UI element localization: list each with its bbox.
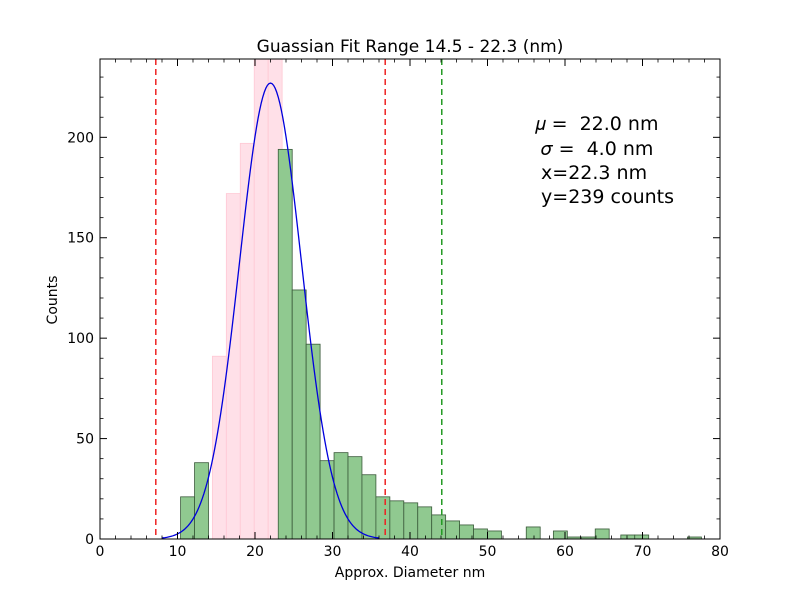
- x-tick-label: 30: [324, 544, 342, 560]
- x-tick-label: 40: [401, 544, 419, 560]
- chart-title: Guassian Fit Range 14.5 - 22.3 (nm): [257, 37, 564, 57]
- annotation-x: x=22.3 nm: [535, 162, 647, 184]
- x-tick-label: 60: [556, 544, 574, 560]
- histogram-bar: [620, 534, 636, 540]
- fit-annotation: 𝜇 = 22.0 nm 𝜎 = 4.0 nm x=22.3 nm y=239 c…: [535, 113, 674, 208]
- x-tick-label: 0: [96, 544, 105, 560]
- x-tick-label: 10: [169, 544, 187, 560]
- annotation-mu: 𝜇 = 22.0 nm: [535, 113, 658, 135]
- histogram-bar: [305, 343, 321, 540]
- histogram-bar: [459, 524, 474, 540]
- histogram-bar: [525, 526, 541, 540]
- histogram-bar: [347, 456, 363, 540]
- fit-bin-bar: [239, 142, 255, 540]
- histogram-bar: [277, 148, 293, 540]
- gaussian-fit-curve: [161, 82, 380, 539]
- x-tick-label: 70: [634, 544, 652, 560]
- histogram-bar: [445, 520, 460, 540]
- histogram-bar: [375, 496, 391, 540]
- fit-bin-bar: [225, 193, 241, 540]
- y-tick-label: 100: [67, 331, 94, 347]
- x-tick-label: 50: [479, 544, 497, 560]
- annotation-sigma: 𝜎 = 4.0 nm: [535, 138, 653, 160]
- histogram-bar: [333, 452, 349, 540]
- annotation-y: y=239 counts: [535, 186, 674, 208]
- histogram-bar: [361, 474, 377, 540]
- y-tick-label: 200: [67, 130, 94, 146]
- plot-area: 0 10 20 30 40 50 60 70 80 0 50 100 150 200: [67, 58, 729, 560]
- histogram-bar: [389, 500, 405, 540]
- histogram-bar: [403, 502, 419, 540]
- histogram-bar: [291, 289, 307, 540]
- y-tick-label: 0: [85, 532, 94, 548]
- x-tick-label: 80: [711, 544, 729, 560]
- y-tick-label: 50: [76, 432, 94, 448]
- x-axis-label: Approx. Diameter nm: [335, 565, 485, 581]
- y-tick-label: 150: [67, 231, 94, 247]
- histogram-bar: [180, 496, 195, 540]
- y-axis-label: Counts: [45, 276, 61, 325]
- histogram-bar: [594, 528, 610, 540]
- histogram-bar: [634, 534, 650, 540]
- histogram-bar: [431, 514, 447, 540]
- histogram-bar: [473, 528, 488, 540]
- histogram-bar: [487, 530, 502, 540]
- histogram-bar: [417, 506, 433, 540]
- x-tick-label: 20: [246, 544, 264, 560]
